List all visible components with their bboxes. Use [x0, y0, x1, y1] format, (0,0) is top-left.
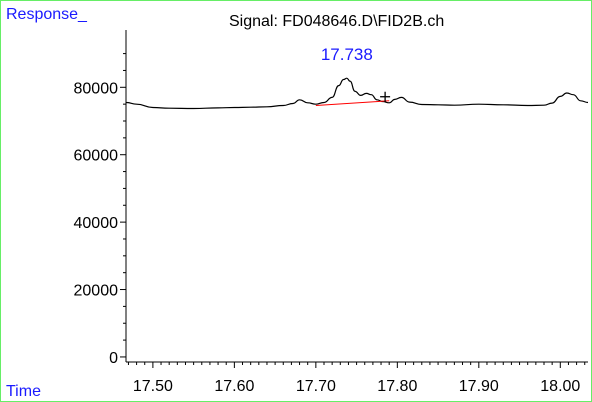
- x-tick-label: 18.00: [540, 378, 580, 395]
- x-tick-label: 17.70: [296, 378, 336, 395]
- y-ticks: 0 20000 40000 60000 80000: [74, 53, 126, 367]
- y-tick-label: 60000: [74, 148, 119, 165]
- y-tick-label: 20000: [74, 283, 119, 300]
- y-tick-label: 0: [109, 350, 118, 367]
- x-tick-label: 17.50: [133, 378, 173, 395]
- x-tick-label: 17.80: [377, 378, 417, 395]
- integration-baseline: [315, 100, 390, 106]
- y-axis-label: Response_: [6, 6, 88, 23]
- x-ticks: 17.50 17.60 17.70 17.80 17.90 18.00: [127, 362, 586, 395]
- axes: [125, 30, 588, 363]
- peak-label: 17.738: [321, 45, 373, 64]
- x-tick-label: 17.90: [459, 378, 499, 395]
- x-tick-label: 17.60: [214, 378, 254, 395]
- y-tick-label: 40000: [74, 215, 119, 232]
- x-axis-label: Time: [6, 383, 41, 400]
- y-tick-label: 80000: [74, 80, 119, 97]
- annotations: 17.738: [321, 45, 391, 102]
- series: [125, 77, 589, 110]
- chart-title: Signal: FD048646.D\FID2B.ch: [229, 13, 444, 30]
- signal-trace: [125, 77, 589, 110]
